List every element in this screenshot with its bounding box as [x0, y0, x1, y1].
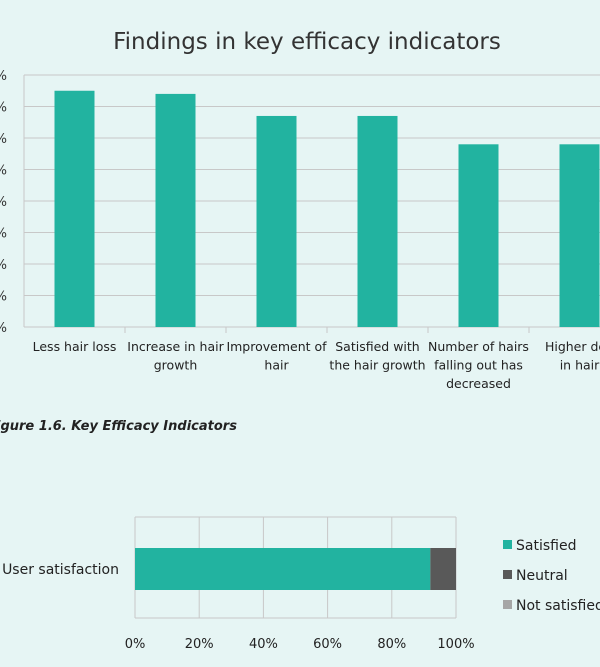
- x-tick-label: 40%: [249, 637, 278, 652]
- bar-segment: [135, 548, 431, 590]
- satisfaction-bar-chart: 0% 20% 40% 60% 80% 100% User satisfaction Sat…: [2, 516, 600, 652]
- bar: [357, 115, 398, 327]
- legend-label: Satisfied: [516, 538, 576, 554]
- x-tick-label: 100%: [437, 637, 474, 652]
- x-tick-label: decreased: [446, 376, 511, 391]
- bar: [256, 115, 297, 327]
- efficacy-bar-chart: Findings in key efficacy indicators %%%%…: [0, 29, 600, 391]
- y-tick-label: %: [0, 195, 7, 210]
- category-label: User satisfaction: [2, 562, 119, 578]
- y-tick-label: %: [0, 132, 7, 147]
- legend-label: Not satisfied: [516, 598, 600, 614]
- x-tick-label: falling out has: [434, 358, 523, 373]
- x-tick-label: 60%: [313, 637, 342, 652]
- bar: [458, 144, 499, 327]
- bar: [155, 93, 196, 328]
- bar-segment: [430, 548, 456, 590]
- legend-label: Neutral: [516, 568, 568, 584]
- y-tick-label: %: [0, 101, 7, 116]
- x-tick-label: 80%: [377, 637, 406, 652]
- legend-swatch: [503, 570, 512, 579]
- y-tick-label: %: [0, 69, 7, 84]
- x-tick-label: 0%: [125, 637, 146, 652]
- y-tick-label: %: [0, 227, 7, 242]
- chart-title: Findings in key efficacy indicators: [113, 29, 501, 55]
- y-tick-label: %: [0, 258, 7, 273]
- bar: [54, 90, 95, 327]
- x-tick-label: in hair: [560, 358, 600, 373]
- x-tick-label: Satisfied with: [335, 339, 419, 354]
- x-tick-label: Less hair loss: [33, 339, 117, 354]
- y-tick-label: %: [0, 321, 7, 336]
- x-tick-label: the hair growth: [329, 358, 425, 373]
- x-tick-label: Increase in hair: [127, 339, 224, 354]
- x-tick-label: Improvement of: [226, 339, 327, 354]
- figure-caption: igure 1.6. Key Efficacy Indicators: [0, 419, 237, 434]
- y-tick-label: %: [0, 290, 7, 305]
- x-tick-label: hair: [264, 358, 289, 373]
- y-tick-label: %: [0, 164, 7, 179]
- x-tick-label: 20%: [185, 637, 214, 652]
- x-tick-label: growth: [154, 358, 198, 373]
- x-tick-label: Higher den: [545, 339, 600, 354]
- bar: [559, 144, 600, 327]
- legend-swatch: [503, 600, 512, 609]
- legend-swatch: [503, 540, 512, 549]
- x-tick-label: Number of hairs: [428, 339, 529, 354]
